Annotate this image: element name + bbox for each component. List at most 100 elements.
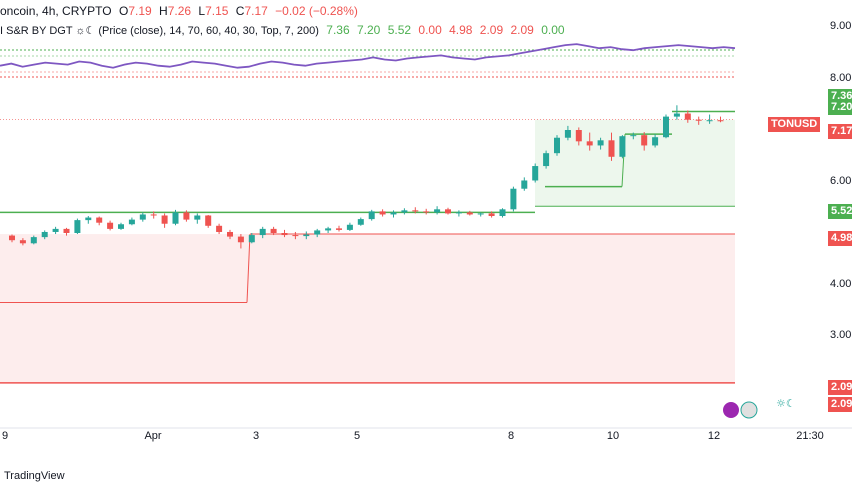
candle-body xyxy=(695,119,702,121)
candle-body xyxy=(30,237,37,244)
resistance-zone-fill xyxy=(0,234,735,383)
candle-body xyxy=(237,236,244,243)
indicator-value: 0.00 xyxy=(541,23,565,37)
candle-body xyxy=(423,211,430,213)
candle-body xyxy=(717,120,724,122)
candle-body xyxy=(586,141,593,146)
candle-body xyxy=(128,219,135,225)
candle-body xyxy=(488,213,495,217)
candle-body xyxy=(466,212,473,215)
candle-body xyxy=(183,212,190,220)
candle-body xyxy=(118,224,124,229)
flash-icon xyxy=(723,402,739,418)
close-value: 7.17 xyxy=(244,4,268,18)
candle-body xyxy=(445,209,451,214)
candle-body xyxy=(532,166,539,181)
symbol-title: oncoin, 4h, CRYPTO xyxy=(0,4,112,18)
candle-body xyxy=(325,228,332,231)
candle-body xyxy=(336,228,342,230)
time-tick-label: Apr xyxy=(144,430,162,442)
change-value: −0.02 (−0.28%) xyxy=(275,4,358,18)
candle-body xyxy=(619,136,626,157)
candle-body xyxy=(96,217,103,223)
candle-body xyxy=(368,211,375,220)
candle-body xyxy=(194,215,201,220)
symbol-label: TONUSD xyxy=(771,118,818,130)
price-tick-label: 6.00 xyxy=(830,174,852,187)
time-tick-label: 21:30 xyxy=(796,430,824,442)
price-badge: 2.09 xyxy=(828,397,852,412)
open-label: O xyxy=(118,4,129,18)
price-badge: 7.17 xyxy=(828,124,852,139)
candle-body xyxy=(575,130,582,142)
indicator-value: 7.20 xyxy=(356,23,381,37)
candle-body xyxy=(608,140,615,157)
candle-body xyxy=(554,137,560,154)
candle-body xyxy=(172,212,179,224)
candle-body xyxy=(641,135,648,146)
candle-body xyxy=(259,228,266,236)
candle-body xyxy=(52,228,59,232)
tradingview-logo: TradingView xyxy=(4,470,65,482)
candle-body xyxy=(684,113,691,120)
time-tick-label: 3 xyxy=(252,430,260,442)
level-line-step xyxy=(246,234,251,303)
candle-body xyxy=(139,214,146,220)
price-badge: 4.98 xyxy=(828,231,852,246)
indicator-value: 0.00 xyxy=(418,23,442,37)
candle-body xyxy=(63,228,70,233)
footer-bar: TradingView xyxy=(0,470,852,485)
time-tick-label: 12 xyxy=(707,430,721,442)
candle-body xyxy=(455,212,462,214)
candle-body xyxy=(412,210,419,212)
candle-body xyxy=(303,234,310,237)
low-label: L xyxy=(198,4,206,18)
price-badge: 5.52 xyxy=(828,204,852,219)
price-tick-label: 3.00 xyxy=(830,329,852,341)
candle-body xyxy=(227,231,233,237)
candle-body xyxy=(673,113,680,117)
candle-body xyxy=(390,212,397,215)
candle-body xyxy=(314,230,321,235)
candle-body xyxy=(521,180,528,189)
close-label: C xyxy=(235,4,245,18)
candle-body xyxy=(107,222,114,229)
candle-body xyxy=(706,120,713,122)
price-badge: 2.09 xyxy=(828,380,852,395)
time-tick-label: 10 xyxy=(606,430,620,442)
candle-body xyxy=(379,211,386,215)
chart-header-ohlc: oncoin, 4h, CRYPTO O7.19 H7.26 L7.15 C7.… xyxy=(0,4,362,18)
candle-body xyxy=(477,213,484,215)
price-tick-label: 9.00 xyxy=(830,20,852,32)
candle-body xyxy=(499,209,506,217)
candle-body xyxy=(543,153,550,167)
time-tick-label: 8 xyxy=(507,430,515,442)
candle-body xyxy=(19,240,26,244)
flag-icon xyxy=(740,401,758,419)
candle-body xyxy=(564,130,571,138)
candle-body xyxy=(401,210,408,213)
indicator-value: 2.09 xyxy=(510,23,534,37)
open-value: 7.19 xyxy=(128,4,152,18)
candle-body xyxy=(161,215,168,224)
candle-body xyxy=(597,140,604,146)
candle-body xyxy=(9,235,15,241)
candle-body xyxy=(652,137,659,146)
symbol-price-badge: TONUSD xyxy=(768,117,821,132)
candle-body xyxy=(292,235,299,237)
indicator-value: 2.09 xyxy=(479,23,504,37)
candle-body xyxy=(248,235,255,243)
indicator-title: I S&R BY DGT ☼☾ (Price (close), 14, 70, … xyxy=(0,25,319,37)
candle-body xyxy=(630,135,637,137)
candle-body xyxy=(281,233,288,236)
candle-body xyxy=(41,231,48,238)
price-badge: 7.20 xyxy=(828,100,852,115)
indicator-value: 5.52 xyxy=(387,23,412,37)
time-tick-label: 9 xyxy=(1,430,9,442)
high-label: H xyxy=(159,4,168,18)
candle-body xyxy=(346,224,353,230)
candle-body xyxy=(270,228,277,233)
candle-body xyxy=(216,225,223,232)
candle-body xyxy=(510,188,517,210)
